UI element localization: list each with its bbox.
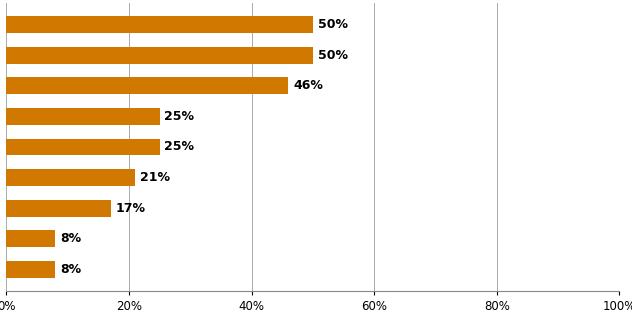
- Bar: [6, 230, 56, 247]
- Bar: [6, 16, 313, 33]
- Bar: [6, 108, 159, 125]
- Bar: [6, 139, 159, 155]
- Text: 50%: 50%: [318, 18, 348, 31]
- Text: 8%: 8%: [60, 232, 82, 245]
- Bar: [6, 47, 313, 64]
- Text: 21%: 21%: [140, 171, 170, 184]
- Text: 50%: 50%: [318, 49, 348, 62]
- Bar: [6, 78, 288, 94]
- Bar: [6, 261, 56, 278]
- Text: 8%: 8%: [60, 263, 82, 276]
- Text: 46%: 46%: [293, 79, 323, 92]
- Bar: [6, 169, 135, 186]
- Text: 25%: 25%: [164, 110, 195, 123]
- Bar: [6, 200, 111, 216]
- Text: 25%: 25%: [164, 141, 195, 153]
- Text: 17%: 17%: [116, 202, 145, 214]
